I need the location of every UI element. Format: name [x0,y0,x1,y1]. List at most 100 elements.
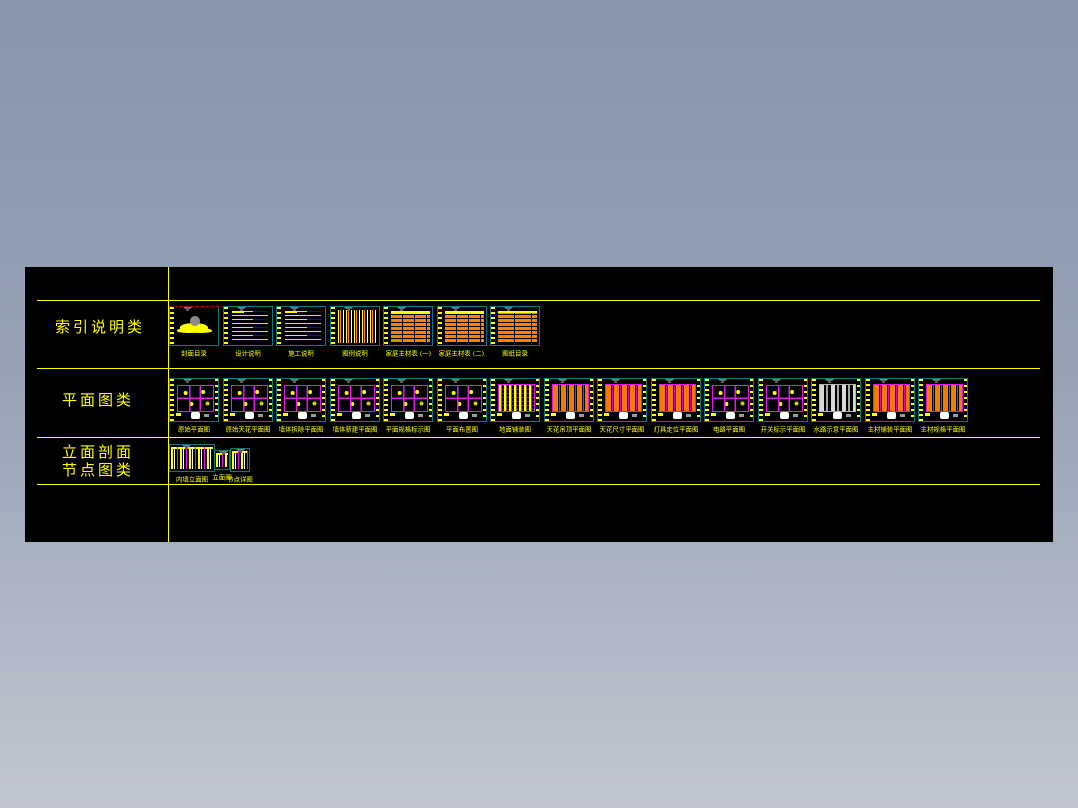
titleblock-strip [482,379,486,421]
sheet-preview [543,378,594,422]
sheet-thumbnail[interactable]: 天花吊顶平面图 [543,378,594,435]
sheet-thumbnail[interactable]: 设计说明 [222,306,273,359]
sheet-caption: 图例说明 [341,350,368,358]
sheet-thumbnail[interactable]: 墙体拆除平面图 [276,378,326,435]
category-label-line: 平面图类 [62,391,135,409]
titleblock-strip [215,379,218,421]
pushpin-icon [932,379,942,383]
sheet-thumbnail[interactable]: 开关标示平面图 [757,378,808,435]
titleblock-strip [170,307,174,345]
sheet-caption: 地面铺装图 [499,426,531,434]
pushpin-icon [771,379,781,383]
category-label-line: 索引说明类 [55,318,146,336]
pushpin-icon [557,379,567,383]
titleblock-strip [429,379,432,421]
pushpin-icon [825,379,835,383]
sheet-thumbnail[interactable]: 主材铺装平面图 [864,378,915,435]
sheet-preview [222,378,273,422]
sheet-preview [650,378,701,422]
sheet-thumbnail[interactable]: 灯具定位平面图 [650,378,701,435]
titleblock-strip [384,307,388,345]
titleblock-strip [705,379,709,421]
sheet-preview [329,306,380,346]
titleblock-strip [330,379,335,421]
titleblock-strip [437,379,442,421]
sheet-thumbnail[interactable]: 图纸目录 [490,306,540,359]
titleblock-strip [437,307,442,345]
sheet-caption: 灯具定位平面图 [653,426,698,434]
sheet-caption: 电路平面图 [713,426,745,434]
sheet-thumbnail[interactable]: 图例说明 [329,306,380,359]
sheet-thumbnail[interactable]: 地面铺装图 [490,378,540,435]
titleblock-strip [750,379,753,421]
titleblock-strip [910,379,914,421]
sheet-preview [490,306,540,346]
titleblock-strip [268,379,272,421]
titleblock-strip [375,379,379,421]
sheet-thumbnail[interactable]: 家庭主材表 (二) [436,306,487,359]
pushpin-icon [182,445,192,449]
titleblock-strip [651,379,656,421]
pushpin-icon [290,379,300,383]
pushpin-icon [236,449,246,453]
pushpin-icon [718,379,728,383]
pushpin-icon [183,307,193,311]
sheet-thumbnail[interactable]: 电路平面图 [704,378,754,435]
sheet-thumbnail[interactable]: 节点详图 [227,448,253,485]
sheet-preview [383,378,433,422]
sheet-caption: 原始天花平面图 [225,426,270,434]
sheet-caption: 封面目录 [181,350,207,358]
sheet-thumbnail[interactable]: 内墙立面图 [169,444,215,485]
sheet-thumbnail[interactable]: 平面布置图 [436,378,487,435]
sheet-thumbnail[interactable]: 封面目录 [169,306,219,359]
titleblock-strip [491,307,495,345]
pushpin-icon [611,379,621,383]
titleblock-strip [277,307,281,345]
sheet-caption: 开关标示平面图 [760,426,805,434]
sheet-thumbnail[interactable]: 平面规格标示图 [383,378,433,435]
titleblock-strip [491,379,495,421]
pushpin-icon [397,379,407,383]
sheet-preview [704,378,754,422]
pushpin-icon [236,307,246,311]
sheet-caption: 水路示意平面图 [813,426,859,434]
sheet-preview [383,306,433,346]
pushpin-icon [290,307,300,311]
sheet-thumbnail[interactable]: 家庭主材表 (一) [383,306,433,359]
sheet-thumbnail[interactable]: 施工说明 [276,306,326,359]
sheet-caption: 家庭主材表 (二) [438,350,485,358]
category-column-divider-line [168,267,169,542]
sheet-thumbnail[interactable]: 原始平面图 [169,378,219,435]
sheet-thumbnail[interactable]: 水路示意平面图 [811,378,861,435]
titleblock-strip [330,307,335,345]
titleblock-strip [223,379,228,421]
pushpin-icon [397,307,407,311]
titleblock-strip [536,379,539,421]
drawing-index-panel: 索引说明类 平面图类 立面剖面 节点图类 封面目录 设计说明 施工说明 图例说明 家庭主材表 … [25,267,1053,542]
sheet-thumbnail[interactable]: 墙体新建平面图 [329,378,380,435]
sheet-thumbnail[interactable]: 立面图 [212,450,232,483]
sheet-caption: 立面图 [212,474,232,482]
category-label: 平面图类 [62,391,134,409]
sheet-thumbnail[interactable]: 天花尺寸平面图 [597,378,647,435]
titleblock-strip [589,379,593,421]
pushpin-icon [878,379,888,383]
titleblock-strip [964,379,967,421]
sheet-thumbnail[interactable]: 主材规格平面图 [918,378,968,435]
pushpin-icon [664,379,674,383]
pushpin-icon [183,379,193,383]
titleblock-strip [696,379,700,421]
pushpin-icon [450,307,460,311]
titleblock-strip [598,379,602,421]
sheet-preview [864,378,915,422]
pushpin-icon [343,307,353,311]
sheet-preview [230,448,250,472]
sheet-preview [918,378,968,422]
titleblock-strip [384,379,388,421]
sheet-preview [169,306,219,346]
sheet-preview [436,306,487,346]
sheet-preview [214,450,230,470]
titleblock-strip [803,379,807,421]
sheet-thumbnail[interactable]: 原始天花平面图 [222,378,273,435]
